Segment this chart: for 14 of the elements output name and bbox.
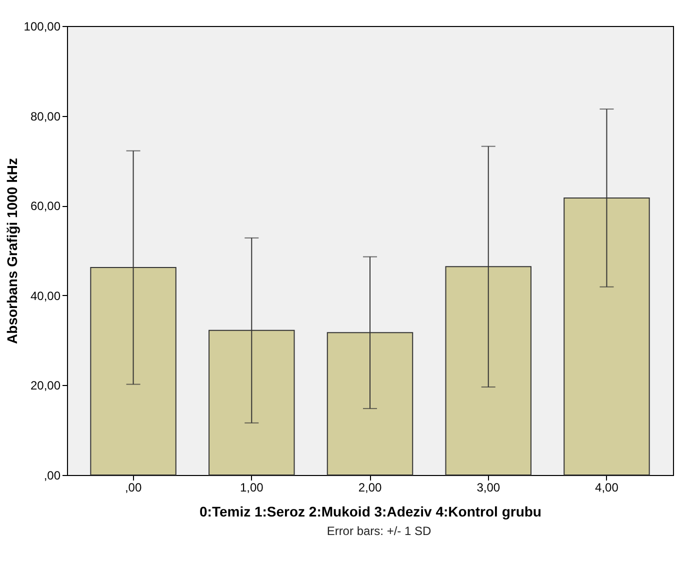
y-tick-label: 100,00 — [24, 20, 61, 34]
x-tick-label: 2,00 — [358, 480, 382, 494]
x-tick-label: 1,00 — [240, 480, 264, 494]
x-tick-label: 3,00 — [476, 480, 500, 494]
y-tick-label: 20,00 — [30, 378, 61, 393]
y-tick-label: ,00 — [44, 468, 61, 482]
y-tick-label: 40,00 — [30, 288, 61, 303]
y-tick-label: 60,00 — [30, 199, 61, 214]
y-tick-label: 80,00 — [30, 109, 61, 124]
x-axis-title: 0:Temiz 1:Seroz 2:Mukoid 3:Adeziv 4:Kontrol grubu — [200, 504, 542, 520]
x-tick-label: ,00 — [124, 480, 142, 494]
y-axis-title: Absorbans Grafiği 1000 kHz — [4, 158, 20, 344]
x-tick-label: 4,00 — [595, 480, 619, 494]
text: Error bars: +/- 1 SD — [326, 524, 432, 538]
